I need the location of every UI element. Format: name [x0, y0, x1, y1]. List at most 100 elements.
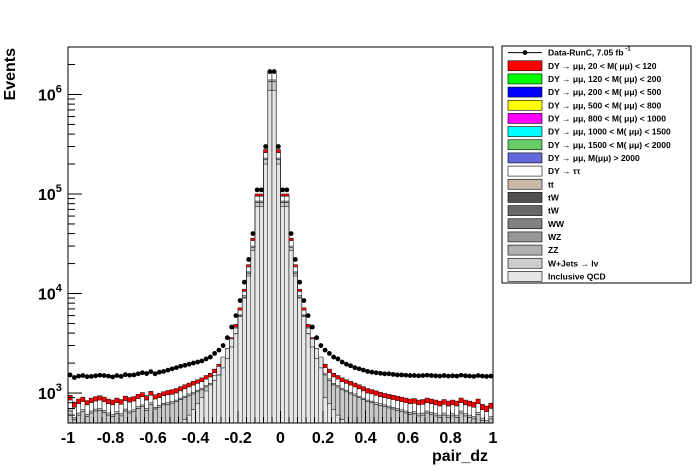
data-point — [335, 356, 341, 362]
data-point — [118, 373, 124, 379]
data-point — [101, 373, 107, 378]
x-tick-label: -1 — [61, 430, 75, 447]
legend-swatch — [507, 139, 543, 151]
legend-label: Inclusive QCD — [548, 271, 606, 281]
x-tick-label: 0.6 — [397, 430, 419, 447]
x-tick-label: 0.2 — [312, 430, 334, 447]
mc-gray-bin — [76, 412, 81, 424]
x-tick-label: -0.4 — [182, 430, 210, 447]
data-point — [139, 370, 145, 376]
qcd-bin — [314, 348, 319, 424]
mc-gray-bin — [152, 406, 158, 424]
data-point — [309, 324, 315, 330]
data-point — [93, 373, 99, 379]
data-point — [148, 369, 154, 375]
data-point — [331, 354, 337, 360]
data-point — [305, 313, 311, 318]
data-point — [97, 372, 103, 378]
qcd-bin — [271, 90, 277, 424]
mc-gray-bin — [182, 395, 188, 424]
data-point — [169, 366, 175, 372]
data-point — [424, 372, 430, 378]
mc-gray-bin — [373, 402, 379, 424]
legend: Data-RunC, 7.05 fb -1 DY → μμ, 20 < M( μμ… — [501, 45, 692, 284]
qcd-bin — [191, 409, 196, 424]
legend-label: WZ — [548, 232, 561, 242]
mc-gray-bin — [135, 406, 141, 424]
x-tick-label: 0 — [276, 430, 285, 447]
data-point — [122, 372, 128, 378]
data-point — [190, 360, 196, 366]
data-point — [233, 313, 239, 318]
data-point — [360, 367, 366, 373]
legend-swatch — [507, 244, 543, 256]
data-point — [267, 69, 273, 74]
legend-label: tW — [548, 206, 560, 216]
qcd-bin — [186, 414, 192, 424]
legend-label: DY → μμ, 200 < M( μμ) < 500 — [548, 87, 662, 97]
mc-gray-bin — [352, 393, 358, 424]
data-point — [348, 363, 354, 369]
mc-gray-bin — [356, 395, 362, 424]
data-point — [284, 187, 290, 193]
qcd-bin — [293, 275, 298, 424]
data-point — [433, 373, 439, 379]
data-point — [76, 373, 82, 379]
legend-label: DY → μμ, 120 < M( μμ) < 200 — [548, 74, 662, 84]
qcd-bin — [280, 206, 285, 424]
data-point — [343, 361, 349, 367]
data-point — [445, 373, 451, 379]
data-point — [403, 372, 409, 378]
legend-label: W+Jets → lν — [548, 258, 599, 268]
data-point — [67, 372, 73, 378]
data-point — [377, 370, 383, 376]
mc-gray-bin — [148, 402, 154, 424]
legend-marker — [522, 50, 528, 55]
qcd-bin — [318, 356, 324, 424]
data-point — [365, 369, 371, 374]
stacked-histogram — [67, 71, 494, 424]
legend-label: tW — [548, 192, 560, 202]
data-point — [254, 187, 260, 193]
data-point — [437, 373, 443, 379]
data-point — [373, 370, 379, 376]
mc-gray-bin — [475, 412, 481, 424]
mc-gray-bin — [471, 416, 477, 424]
qcd-bin — [242, 297, 247, 424]
data-point — [84, 374, 90, 380]
qcd-bin — [335, 414, 341, 424]
mc-gray-bin — [140, 404, 145, 424]
legend-swatch — [507, 271, 543, 282]
data-point — [458, 372, 464, 378]
data-point — [135, 371, 141, 377]
legend-swatch — [507, 152, 543, 164]
data-point — [127, 372, 133, 378]
qcd-bin — [246, 275, 251, 424]
data-point — [246, 257, 252, 262]
legend-swatch — [507, 60, 543, 72]
mc-gray-bin — [429, 412, 434, 424]
data-point — [326, 351, 332, 356]
data-point — [144, 371, 150, 376]
qcd-bin — [284, 206, 290, 424]
qcd-bin — [212, 375, 217, 424]
legend-swatch — [507, 73, 543, 85]
data-point — [322, 347, 328, 353]
data-point — [467, 373, 473, 379]
legend-swatch — [507, 99, 543, 111]
qcd-bin — [208, 383, 213, 424]
qcd-bin — [250, 250, 256, 424]
legend-label: DY → μμ, 800 < M( μμ) < 1000 — [548, 113, 666, 123]
data-point — [297, 279, 303, 285]
mc-gray-bin — [463, 413, 468, 424]
mc-gray-bin — [72, 417, 77, 424]
legend-box — [501, 45, 692, 284]
mc-gray-bin — [378, 403, 383, 424]
data-point — [207, 354, 213, 360]
qcd-bin — [199, 397, 205, 424]
qcd-bin — [233, 327, 239, 424]
data-point — [314, 335, 320, 341]
x-tick-label: -0.6 — [139, 430, 167, 447]
data-point — [241, 279, 247, 285]
